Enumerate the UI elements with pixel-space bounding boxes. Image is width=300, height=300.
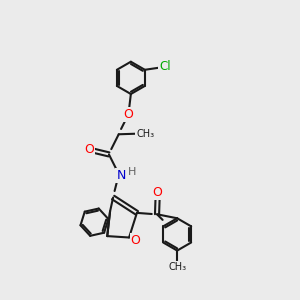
Text: O: O — [84, 143, 94, 156]
Text: N: N — [116, 169, 126, 182]
Text: CH₃: CH₃ — [168, 262, 186, 272]
Text: O: O — [153, 186, 163, 199]
Text: O: O — [124, 108, 134, 121]
Text: Cl: Cl — [159, 60, 171, 73]
Text: O: O — [130, 234, 140, 247]
Text: CH₃: CH₃ — [136, 129, 154, 139]
Text: H: H — [128, 167, 136, 177]
